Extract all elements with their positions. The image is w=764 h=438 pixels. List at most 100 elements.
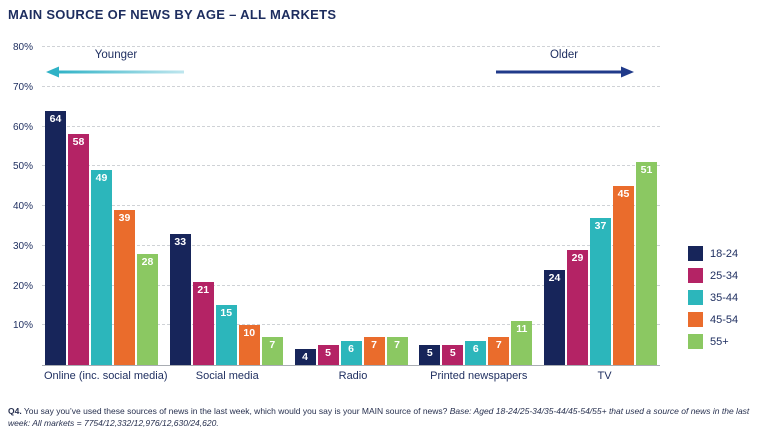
- younger-annotation: Younger: [46, 49, 186, 79]
- bar-value-label: 4: [302, 351, 308, 364]
- gridline: [42, 205, 660, 206]
- footnote-question-label: Q4.: [8, 406, 22, 416]
- gridline: [42, 85, 660, 87]
- legend-item: 35-44: [688, 290, 738, 305]
- bar-45-54: 7: [363, 337, 385, 365]
- bar-group: 64 58 49 39 28: [44, 47, 159, 365]
- right-arrow-icon: [496, 66, 634, 78]
- bar-45-54: 45: [613, 186, 634, 365]
- bar-18-24: 33: [169, 233, 191, 365]
- gridline: [42, 284, 660, 286]
- y-axis: 10% 20% 30% 40% 50% 60% 70% 80%: [0, 42, 36, 365]
- bar-value-label: 37: [594, 219, 607, 232]
- bar-35-44: 6: [340, 341, 362, 365]
- gridline: [42, 46, 660, 47]
- y-tick-label: 30%: [12, 240, 33, 252]
- x-axis-label: Online (inc. social media): [44, 370, 168, 382]
- y-tick-label: 10%: [12, 320, 33, 332]
- footnote: Q4. You say you’ve used these sources of…: [8, 406, 758, 430]
- bar-35-44: 37: [590, 217, 611, 365]
- legend-swatch: [688, 290, 703, 305]
- bar-18-24: 24: [544, 269, 565, 365]
- bar-value-label: 33: [174, 235, 187, 248]
- bar-value-label: 5: [325, 347, 331, 360]
- plot-area: 64 58 49 39 28 33 21 15 10 7 4 5 6 7 7 5 5 6 7 11 24 29 37 45 51: [42, 46, 660, 366]
- legend-item: 55+: [688, 334, 738, 349]
- bar-55+: 7: [386, 337, 408, 365]
- bar-group: 5 5 6 7 11: [418, 47, 533, 365]
- legend-item: 18-24: [688, 246, 738, 261]
- legend-label: 45-54: [710, 313, 739, 326]
- gridline: [42, 324, 660, 326]
- y-tick-label: 70%: [12, 81, 33, 93]
- bar-55+: 28: [137, 253, 158, 365]
- bar-25-34: 5: [442, 345, 464, 365]
- legend-swatch: [688, 334, 703, 349]
- bar-value-label: 6: [472, 343, 479, 356]
- bar-55+: 51: [636, 162, 657, 365]
- gridline: [42, 165, 660, 167]
- bar-25-34: 5: [317, 345, 339, 365]
- bar-value-label: 7: [371, 339, 377, 352]
- y-tick-label: 50%: [12, 161, 33, 173]
- bar-value-label: 10: [243, 327, 256, 340]
- footnote-question: You say you’ve used these sources of new…: [21, 406, 450, 416]
- bar-value-label: 7: [394, 339, 400, 352]
- y-tick-label: 20%: [12, 280, 33, 292]
- legend-item: 45-54: [688, 312, 738, 327]
- legend-item: 25-34: [688, 268, 738, 283]
- y-tick-label: 60%: [12, 121, 33, 133]
- bar-value-label: 15: [220, 307, 233, 320]
- bar-value-label: 5: [426, 347, 433, 360]
- bar-value-label: 28: [141, 255, 154, 268]
- bar-25-34: 21: [192, 281, 214, 365]
- bar-value-label: 11: [516, 323, 528, 336]
- x-axis-labels: Online (inc. social media) Social media Ra…: [44, 370, 662, 382]
- bar-value-label: 21: [197, 283, 210, 296]
- bar-35-44: 6: [465, 341, 487, 365]
- bar-25-34: 29: [567, 249, 588, 365]
- bar-value-label: 64: [49, 112, 62, 125]
- bar-45-54: 7: [488, 337, 510, 365]
- legend-label: 55+: [710, 335, 729, 348]
- x-axis-label: Radio: [338, 370, 368, 382]
- bar-45-54: 39: [114, 209, 135, 365]
- y-tick-label: 40%: [12, 201, 33, 212]
- bar-18-24: 64: [45, 110, 66, 365]
- bar-value-label: 5: [449, 347, 456, 360]
- bar-value-label: 6: [348, 343, 354, 356]
- bar-35-44: 49: [91, 170, 112, 365]
- bar-45-54: 10: [238, 325, 260, 365]
- bar-value-label: 39: [118, 211, 131, 224]
- legend: 18-24 25-34 35-44 45-54 55+: [688, 246, 738, 356]
- legend-label: 35-44: [710, 291, 739, 304]
- x-axis-label: TV: [597, 370, 612, 382]
- bar-value-label: 29: [571, 251, 584, 264]
- chart-title: MAIN SOURCE OF NEWS BY AGE – ALL MARKETS: [8, 7, 337, 22]
- legend-swatch: [688, 312, 703, 327]
- bar-value-label: 45: [617, 188, 630, 201]
- legend-swatch: [688, 268, 703, 283]
- bar-value-label: 7: [495, 339, 502, 352]
- x-axis-label: Social media: [195, 370, 259, 382]
- legend-label: 18-24: [710, 247, 739, 260]
- y-tick-label: 80%: [12, 42, 33, 53]
- bar-group: 24 29 37 45 51: [543, 47, 658, 365]
- bar-group: 4 5 6 7 7: [294, 47, 409, 365]
- bar-55+: 7: [261, 337, 283, 365]
- gridline: [42, 125, 660, 127]
- bar-55+: 11: [511, 321, 533, 365]
- gridline: [42, 244, 660, 246]
- bar-value-label: 49: [95, 172, 108, 185]
- gridlines: [42, 46, 660, 365]
- bar-value-label: 24: [548, 271, 561, 284]
- older-annotation: Older: [494, 49, 634, 79]
- bar-value-label: 7: [269, 339, 276, 352]
- left-arrow-icon: [46, 66, 184, 78]
- older-label: Older: [549, 49, 579, 61]
- younger-label: Younger: [94, 49, 138, 61]
- bar-25-34: 58: [68, 134, 89, 365]
- bar-18-24: 4: [294, 349, 316, 365]
- legend-swatch: [688, 246, 703, 261]
